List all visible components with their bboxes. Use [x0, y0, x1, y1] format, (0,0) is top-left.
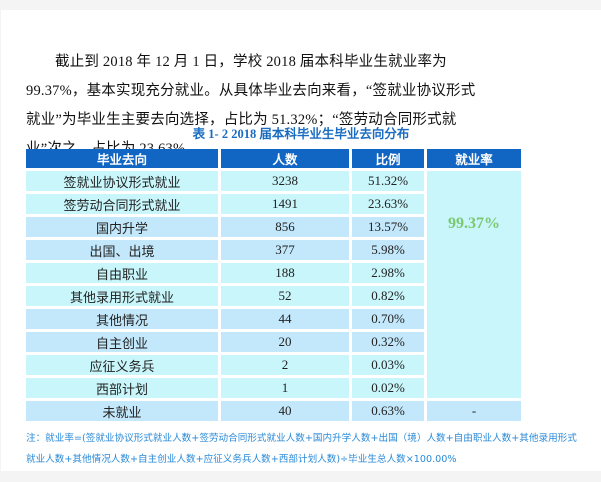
table-row: 自由职业 188 2.98%	[26, 263, 521, 283]
count-cell: 1	[221, 378, 349, 398]
ratio-cell: 13.57%	[352, 217, 424, 237]
table-row: 出国、出境 377 5.98%	[26, 240, 521, 260]
destination-cell: 签就业协议形式就业	[26, 171, 218, 191]
destination-cell: 出国、出境	[26, 240, 218, 260]
page-gap	[0, 471, 601, 482]
unemployed-rate-cell: -	[427, 401, 521, 421]
destination-cell: 其他情况	[26, 309, 218, 329]
header-destination: 毕业去向	[26, 149, 218, 168]
ratio-cell: 5.98%	[352, 240, 424, 260]
ratio-cell: 0.03%	[352, 355, 424, 375]
table-row: 签劳动合同形式就业 1491 23.63%	[26, 194, 521, 214]
destination-cell: 未就业	[26, 401, 218, 421]
table-row: 其他情况 44 0.70%	[26, 309, 521, 329]
table-footnote: 注：就业率=(签就业协议形式就业人数+签劳动合同形式就业人数+国内升学人数+出国…	[26, 433, 577, 465]
ratio-cell: 0.02%	[352, 378, 424, 398]
destination-cell: 签劳动合同形式就业	[26, 194, 218, 214]
count-cell: 52	[221, 286, 349, 306]
count-cell: 2	[221, 355, 349, 375]
destination-cell: 应征义务兵	[26, 355, 218, 375]
destination-cell: 自主创业	[26, 332, 218, 352]
ratio-cell: 2.98%	[352, 263, 424, 283]
ratio-cell: 0.82%	[352, 286, 424, 306]
employment-rate-cell: 99.37%	[427, 171, 521, 398]
ratio-cell: 51.32%	[352, 171, 424, 191]
ratio-cell: 0.70%	[352, 309, 424, 329]
table-row: 其他录用形式就业 52 0.82%	[26, 286, 521, 306]
destination-cell: 西部计划	[26, 378, 218, 398]
ratio-cell: 0.32%	[352, 332, 424, 352]
table-caption: 表 1- 2 2018 届本科毕业生毕业去向分布	[192, 127, 410, 141]
count-cell: 856	[221, 217, 349, 237]
table-row: 应征义务兵 2 0.03%	[26, 355, 521, 375]
count-cell: 44	[221, 309, 349, 329]
header-employment-rate: 就业率	[427, 149, 521, 168]
destination-cell: 国内升学	[26, 217, 218, 237]
count-cell: 40	[221, 401, 349, 421]
table-row-unemployed: 未就业 40 0.63% -	[26, 401, 521, 421]
table-row: 自主创业 20 0.32%	[26, 332, 521, 352]
graduate-destination-table: 毕业去向 人数 比例 就业率 签就业协议形式就业 3238 51.32% 99.…	[23, 146, 524, 424]
count-cell: 20	[221, 332, 349, 352]
summary-paragraph: 截止到 2018 年 12 月 1 日，学校 2018 届本科毕业生就业率为 9…	[26, 53, 476, 157]
count-cell: 1491	[221, 194, 349, 214]
count-cell: 3238	[221, 171, 349, 191]
destination-cell: 其他录用形式就业	[26, 286, 218, 306]
ratio-cell: 0.63%	[352, 401, 424, 421]
count-cell: 377	[221, 240, 349, 260]
table-row: 签就业协议形式就业 3238 51.32% 99.37%	[26, 171, 521, 398]
table-header-row: 毕业去向 人数 比例 就业率	[26, 149, 521, 168]
table-row: 西部计划 1 0.02%	[26, 378, 521, 398]
employment-rate-value: 99.37%	[448, 215, 500, 232]
document-page: 截止到 2018 年 12 月 1 日，学校 2018 届本科毕业生就业率为 9…	[1, 10, 601, 471]
table-row: 国内升学 856 13.57%	[26, 217, 521, 237]
header-count: 人数	[221, 149, 349, 168]
header-ratio: 比例	[352, 149, 424, 168]
count-cell: 188	[221, 263, 349, 283]
ratio-cell: 23.63%	[352, 194, 424, 214]
destination-cell: 自由职业	[26, 263, 218, 283]
